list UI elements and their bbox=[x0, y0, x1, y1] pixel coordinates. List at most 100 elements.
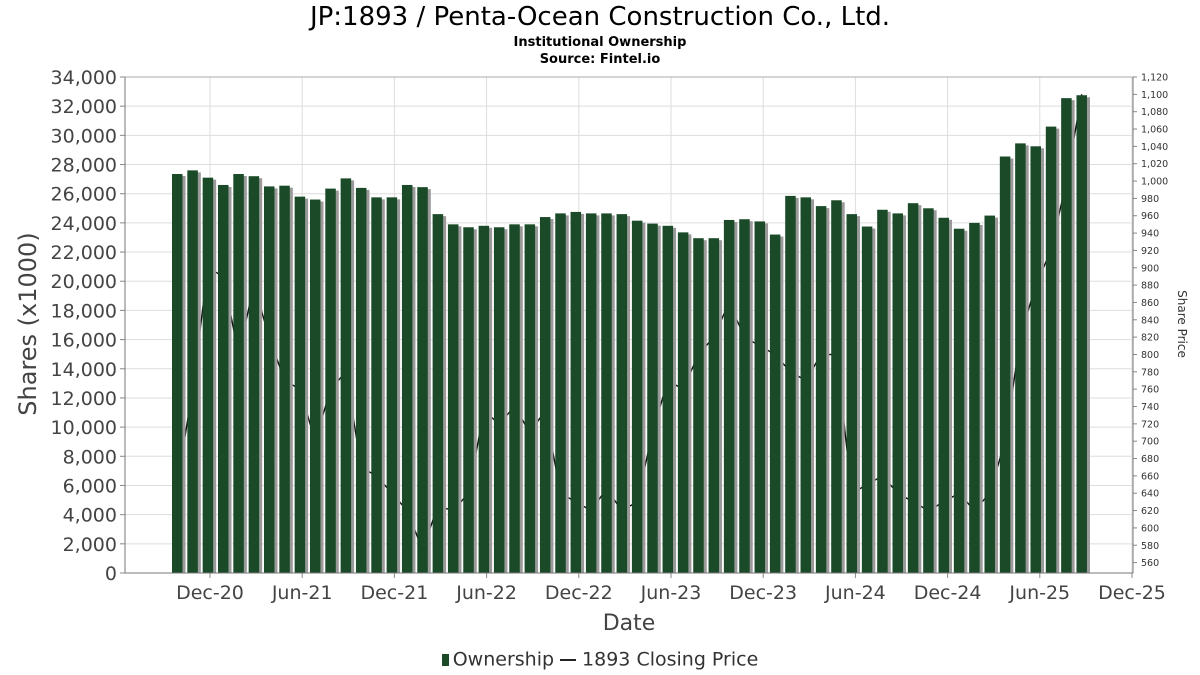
y2-axis-label: Share Price bbox=[1175, 290, 1189, 358]
y2-tick-label: 1,060 bbox=[1141, 125, 1168, 136]
ownership-bar bbox=[877, 209, 888, 574]
ownership-bar bbox=[217, 184, 229, 573]
y2-tick-label: 900 bbox=[1141, 263, 1159, 274]
ownership-bar bbox=[248, 176, 260, 573]
y2-tick-label: 980 bbox=[1141, 194, 1159, 205]
ownership-bar bbox=[233, 174, 244, 573]
axes: 0 2,000 4,000 6,000 8,000 10,000 12,000 14,000 1… bbox=[51, 67, 1169, 604]
ownership-bar bbox=[631, 220, 643, 573]
ownership-bar bbox=[386, 197, 398, 573]
legend: Ownership 1893 Closing Price bbox=[0, 648, 1200, 671]
ownership-bar bbox=[493, 227, 505, 573]
ownership-bar bbox=[309, 199, 321, 573]
y-tick-label: 18,000 bbox=[51, 300, 117, 322]
ownership-bar bbox=[677, 232, 689, 574]
x-axis-label: Date bbox=[603, 611, 656, 636]
legend-ownership-swatch bbox=[441, 653, 449, 666]
ownership-bar bbox=[846, 214, 858, 574]
ownership-bar bbox=[984, 215, 995, 573]
ownership-bar bbox=[371, 197, 382, 573]
ownership-bar bbox=[585, 213, 597, 573]
y2-tick-label: 780 bbox=[1141, 367, 1159, 378]
ownership-bar bbox=[401, 184, 413, 573]
ownership-bars bbox=[172, 95, 1090, 574]
ownership-bar bbox=[1061, 98, 1072, 573]
x-tick-label: Jun-21 bbox=[271, 582, 333, 604]
y2-tick-label: 1,040 bbox=[1141, 142, 1168, 153]
y-tick-label: 30,000 bbox=[51, 125, 117, 147]
ownership-bar bbox=[1030, 146, 1041, 573]
y-tick-label: 20,000 bbox=[51, 271, 117, 293]
ownership-bar bbox=[953, 228, 965, 573]
x-tick-label: Jun-24 bbox=[824, 582, 886, 604]
y-tick-label: 14,000 bbox=[51, 359, 117, 381]
y-tick-label: 2,000 bbox=[63, 534, 117, 556]
y2-tick-label: 960 bbox=[1141, 211, 1159, 222]
ownership-bar bbox=[938, 217, 949, 573]
ownership-bar bbox=[417, 187, 428, 573]
y-tick-label: 28,000 bbox=[51, 155, 117, 177]
y2-tick-label: 920 bbox=[1141, 246, 1159, 257]
y2-tick-label: 940 bbox=[1141, 229, 1159, 240]
ownership-bar bbox=[172, 174, 183, 573]
y2-tick-label: 1,080 bbox=[1141, 107, 1168, 118]
y-tick-label: 26,000 bbox=[51, 184, 117, 206]
y2-tick-label: 700 bbox=[1141, 437, 1159, 448]
ownership-bar bbox=[662, 225, 674, 574]
ownership-bar bbox=[432, 214, 444, 574]
y-axis-label: Shares (x1000) bbox=[14, 232, 42, 415]
x-tick-label: Dec-22 bbox=[545, 582, 613, 604]
ownership-bar bbox=[616, 214, 628, 574]
ownership-bar bbox=[294, 196, 306, 573]
ownership-bar bbox=[340, 178, 352, 573]
y2-tick-label: 580 bbox=[1141, 541, 1159, 552]
legend-price-label: 1893 Closing Price bbox=[582, 648, 759, 671]
ownership-bar bbox=[969, 222, 980, 573]
ownership-bar bbox=[907, 203, 919, 573]
ownership-bar bbox=[355, 187, 367, 573]
y2-tick-label: 640 bbox=[1141, 489, 1159, 500]
y2-tick-label: 840 bbox=[1141, 315, 1159, 326]
y2-tick-label: 740 bbox=[1141, 402, 1159, 413]
y-tick-label: 16,000 bbox=[51, 330, 117, 352]
ownership-bar bbox=[1045, 126, 1057, 573]
x-tick-label: Dec-24 bbox=[914, 582, 982, 604]
ownership-bar bbox=[800, 197, 812, 573]
ownership-bar bbox=[509, 224, 520, 573]
y-tick-label: 10,000 bbox=[51, 417, 117, 439]
y2-tick-label: 880 bbox=[1141, 281, 1159, 292]
y2-tick-label: 560 bbox=[1141, 558, 1159, 569]
ownership-bar bbox=[769, 234, 781, 573]
ownership-bar bbox=[831, 200, 842, 574]
chart-subtitle: Institutional Ownership bbox=[513, 35, 687, 50]
y-tick-label: 24,000 bbox=[51, 213, 117, 235]
ownership-bar bbox=[325, 188, 336, 573]
x-tick-label: Dec-20 bbox=[176, 582, 244, 604]
y2-tick-label: 1,100 bbox=[1141, 90, 1168, 101]
x-tick-label: Dec-21 bbox=[360, 582, 428, 604]
y2-tick-label: 600 bbox=[1141, 523, 1159, 534]
y-tick-label: 34,000 bbox=[51, 67, 117, 89]
ownership-bar bbox=[570, 211, 582, 574]
y2-tick-label: 1,020 bbox=[1141, 159, 1168, 170]
y2-tick-label: 760 bbox=[1141, 385, 1159, 396]
x-tick-label: Dec-23 bbox=[729, 582, 797, 604]
ownership-bar bbox=[999, 156, 1011, 573]
y2-tick-label: 1,120 bbox=[1141, 73, 1168, 84]
ownership-bar bbox=[923, 208, 934, 573]
ownership-bar bbox=[463, 227, 474, 573]
ownership-bar bbox=[785, 195, 796, 574]
ownership-bar bbox=[754, 221, 766, 573]
y2-tick-label: 660 bbox=[1141, 471, 1159, 482]
y-tick-label: 12,000 bbox=[51, 388, 117, 410]
y-tick-label: 8,000 bbox=[63, 446, 117, 468]
ownership-bar bbox=[202, 177, 214, 574]
legend-ownership-label: Ownership bbox=[452, 648, 555, 671]
x-tick-label: Dec-25 bbox=[1098, 582, 1166, 604]
ownership-bar bbox=[187, 170, 198, 574]
y-tick-label: 22,000 bbox=[51, 242, 117, 264]
y2-tick-label: 820 bbox=[1141, 333, 1159, 344]
y-tick-label: 0 bbox=[105, 563, 117, 585]
ownership-bar bbox=[1076, 95, 1087, 573]
